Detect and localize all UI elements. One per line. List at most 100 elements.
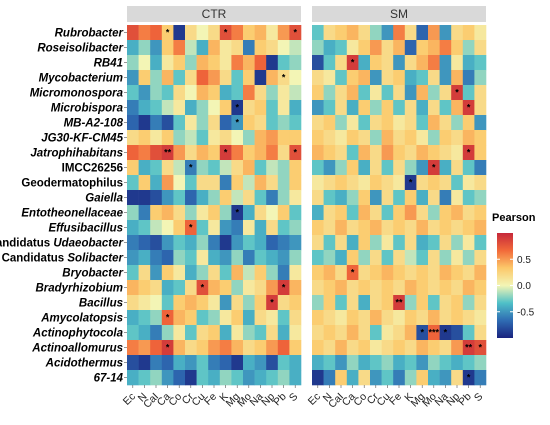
column-label: Pb [271,391,289,409]
heatmap-cell [370,220,382,236]
heatmap-cell [428,145,440,161]
significance-mark: * [293,148,297,158]
heatmap-cell [289,55,302,71]
heatmap-cell [381,115,394,131]
heatmap-cell [393,190,406,206]
heatmap-cell [138,220,151,236]
heatmap-cell [173,265,186,281]
significance-mark: * [467,373,471,383]
heatmap-cell [277,205,290,221]
heatmap-cell [266,205,279,221]
heatmap-cell [404,235,417,251]
significance-mark: * [166,28,170,38]
heatmap-cell [428,85,440,101]
heatmap-cell [196,145,209,161]
heatmap-cell [208,85,221,101]
heatmap-cell [277,310,290,326]
heatmap-cell [254,370,267,386]
heatmap-cell [323,280,336,296]
heatmap-cell [254,205,267,221]
heatmap-cell [127,265,139,281]
significance-mark: * [282,73,286,83]
heatmap-cell [474,295,487,311]
heatmap-cell [219,280,232,296]
heatmap-cell [312,235,324,251]
heatmap-cell [346,280,359,296]
heatmap-cell [243,85,255,101]
heatmap-cell [335,145,348,161]
heatmap-cell [208,310,221,326]
heatmap-cell [150,325,163,341]
heatmap-cell [358,55,371,71]
heatmap-cell [150,340,163,356]
heatmap-cell [173,25,186,41]
heatmap-cell [451,265,464,281]
heatmap-cell [335,100,348,116]
heatmap-cell [393,265,406,281]
heatmap-cell [439,280,452,296]
heatmap-cell [208,340,221,356]
heatmap-cell [138,55,151,71]
heatmap-cell [150,130,163,146]
heatmap-cell [150,310,163,326]
heatmap-cell [312,295,324,311]
heatmap-cell [358,220,371,236]
heatmap-cell [277,160,290,176]
heatmap-cell [277,130,290,146]
heatmap-cell [185,70,197,86]
heatmap-cell [231,175,244,191]
heatmap-cell [393,100,406,116]
heatmap-cell [312,160,324,176]
heatmap-cell [312,115,324,131]
heatmap-cell [462,280,475,296]
heatmap-cell [231,250,244,266]
heatmap-cell [277,340,290,356]
heatmap-cell [243,55,255,71]
heatmap-cell [219,145,232,161]
heatmap-cell [335,40,348,56]
heatmap-cell [451,235,464,251]
heatmap-cell [428,100,440,116]
heatmap-cell [231,145,244,161]
heatmap-cell [404,25,417,41]
heatmap-cell [173,370,186,386]
heatmap-cell [346,205,359,221]
heatmap-cell [381,160,394,176]
heatmap-cell [381,265,394,281]
heatmap-cell [289,220,302,236]
heatmap-cell [243,340,255,356]
heatmap-cell [462,115,475,131]
heatmap-cell [335,115,348,131]
heatmap-cell [335,250,348,266]
heatmap-cell [462,355,475,371]
significance-mark: * [409,178,413,188]
heatmap-cell [289,175,302,191]
heatmap-cell [196,370,209,386]
heatmap-cell [185,325,197,341]
heatmap-cell [219,85,232,101]
heatmap-cell [138,205,151,221]
column-label: S [287,391,300,404]
heatmap-cell [243,325,255,341]
heatmap-cell [161,355,174,371]
heatmap-cell [208,175,221,191]
heatmap-cell [335,265,348,281]
heatmap-cell [370,160,382,176]
row-label: JG30-KF-CM45 [41,133,123,145]
heatmap-cell [393,205,406,221]
heatmap-cell [173,190,186,206]
heatmap-cell [138,355,151,371]
heatmap-cell [196,340,209,356]
heatmap-cell [451,310,464,326]
heatmap-cell [219,250,232,266]
heatmap-cell [474,100,487,116]
heatmap-cell [208,295,221,311]
heatmap-cell [416,190,429,206]
heatmap-cell [381,280,394,296]
heatmap-cell [323,25,336,41]
heatmap-cell [196,235,209,251]
heatmap-cell [161,205,174,221]
heatmap-cell [161,280,174,296]
significance-mark: * [235,118,239,128]
heatmap-cell [266,70,279,86]
